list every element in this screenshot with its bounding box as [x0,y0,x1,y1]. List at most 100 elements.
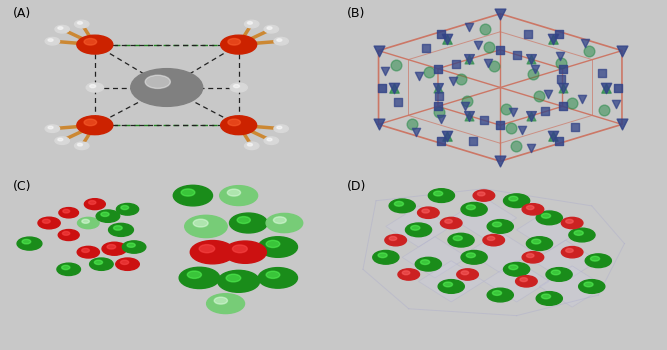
Point [616,48,627,54]
Text: (B): (B) [347,7,365,20]
Circle shape [75,142,89,149]
Point [556,60,566,65]
Circle shape [487,219,514,233]
Point [456,76,466,82]
Point [601,85,612,90]
Point [570,124,580,130]
Circle shape [492,290,502,295]
Point [548,36,559,42]
Point [548,133,559,139]
Circle shape [520,278,528,282]
Point [557,85,568,90]
Circle shape [217,270,259,292]
Circle shape [221,35,257,54]
Circle shape [562,217,583,229]
Circle shape [389,199,416,213]
Point [528,71,539,77]
Circle shape [516,276,537,287]
Circle shape [185,215,227,238]
Circle shape [221,116,257,135]
Circle shape [173,185,213,206]
Circle shape [48,126,53,129]
Point [554,54,565,59]
Point [380,69,390,74]
Circle shape [590,256,600,261]
Circle shape [58,27,63,29]
Point [526,113,537,119]
Circle shape [58,138,63,141]
Point [610,101,621,106]
Circle shape [274,125,288,132]
Point [554,138,564,144]
Point [482,60,493,65]
Circle shape [277,39,282,41]
Circle shape [457,269,478,280]
Circle shape [542,294,550,299]
Circle shape [55,137,69,145]
Point [495,11,506,16]
Circle shape [569,228,595,242]
Circle shape [229,213,267,233]
Point [501,107,512,112]
Circle shape [266,240,280,247]
Circle shape [422,209,430,213]
Circle shape [82,219,89,223]
Circle shape [536,211,562,225]
Polygon shape [484,261,550,302]
Circle shape [509,265,518,270]
Circle shape [17,237,42,250]
Point [389,85,400,90]
Circle shape [406,223,432,237]
Point [464,113,474,119]
Circle shape [461,271,469,275]
Circle shape [77,246,99,258]
Point [433,85,444,90]
Point [522,31,533,37]
Point [584,48,594,54]
Circle shape [378,253,387,258]
Circle shape [101,212,109,216]
Circle shape [116,258,139,270]
Circle shape [77,116,113,135]
Circle shape [402,271,410,275]
Circle shape [179,267,219,288]
Polygon shape [419,261,484,302]
Point [389,85,400,90]
Circle shape [385,234,406,246]
Point [526,145,536,151]
Point [462,98,472,104]
Circle shape [109,223,133,236]
Point [434,93,444,99]
Point [495,159,506,164]
Circle shape [77,35,113,54]
Circle shape [466,253,476,258]
Circle shape [57,263,81,275]
Point [433,104,444,109]
Circle shape [394,201,404,206]
Point [406,121,417,127]
Circle shape [245,20,259,28]
Point [464,113,474,119]
Point [414,73,424,79]
Circle shape [232,245,247,253]
Circle shape [145,75,170,89]
Circle shape [584,282,593,287]
Circle shape [574,231,583,235]
Circle shape [536,292,562,305]
Circle shape [509,196,518,201]
Circle shape [585,254,612,268]
Circle shape [247,144,252,146]
Circle shape [247,22,252,24]
Point [517,127,528,133]
Circle shape [77,144,83,146]
Circle shape [226,274,241,282]
Circle shape [113,226,122,230]
Point [433,66,444,71]
Circle shape [522,204,544,215]
Circle shape [264,26,279,33]
Circle shape [233,85,239,88]
Point [433,85,444,90]
Circle shape [228,38,240,45]
Circle shape [131,69,203,106]
Circle shape [63,209,69,213]
